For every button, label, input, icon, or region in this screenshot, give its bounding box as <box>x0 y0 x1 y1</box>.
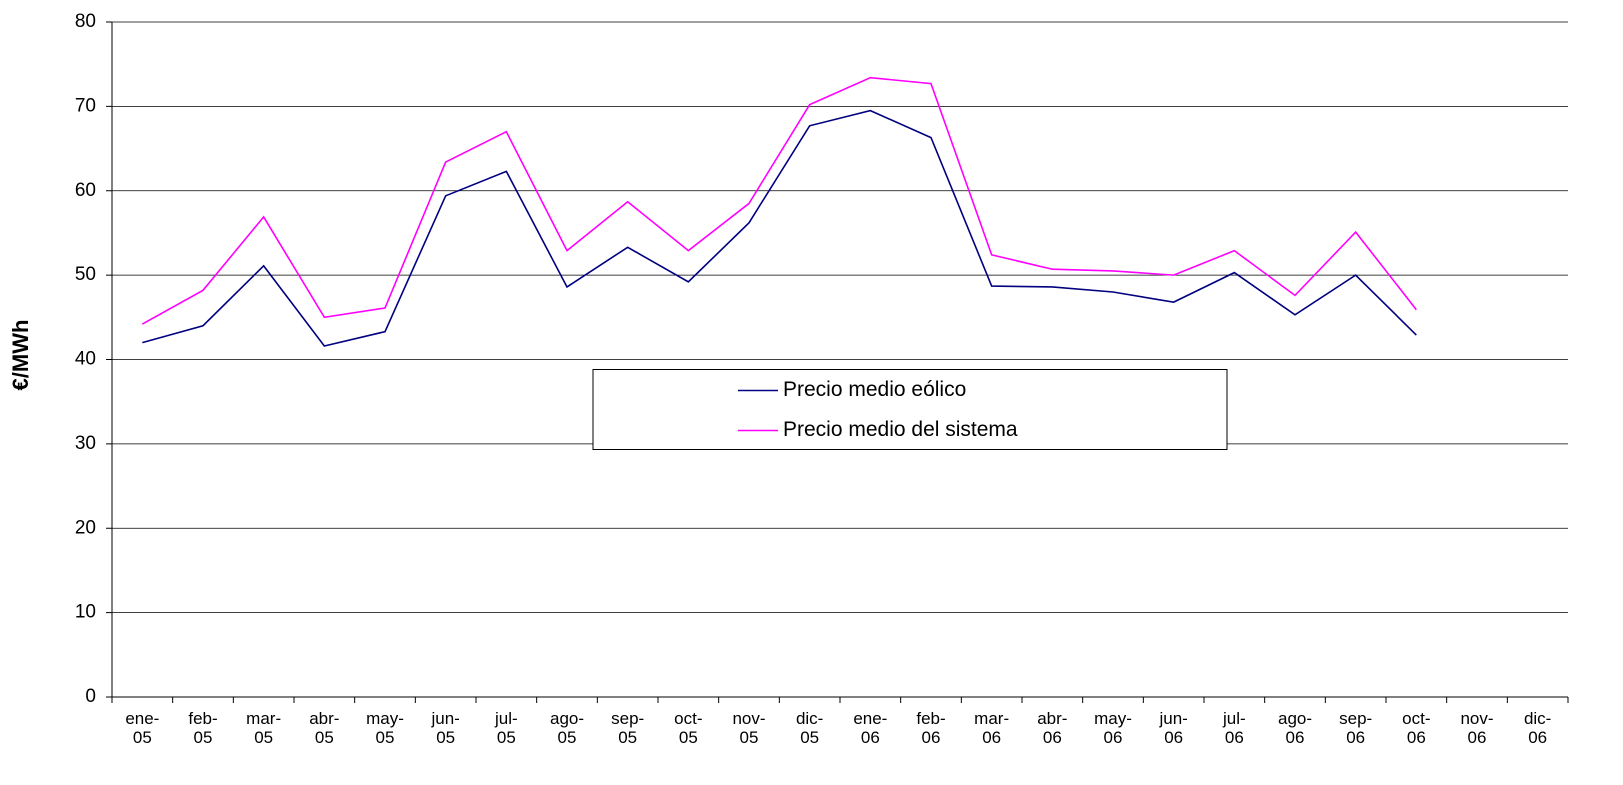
x-tick-label: abr-05 <box>309 709 340 747</box>
x-tick-label: nov-06 <box>1460 709 1494 747</box>
x-tick-label: jul-06 <box>1222 709 1246 747</box>
x-tick-label: ago-05 <box>549 709 585 747</box>
series-line <box>142 109 1417 347</box>
legend-label: Precio medio eólico <box>783 378 966 401</box>
y-tick-label: 20 <box>75 517 96 538</box>
y-tick-label: 80 <box>75 11 96 32</box>
y-axis-label: €/MWh <box>8 320 33 391</box>
x-tick-label: may-06 <box>1094 709 1132 747</box>
x-tick-label: jun-06 <box>1159 709 1188 747</box>
y-tick-label: 50 <box>75 264 96 285</box>
x-tick-label: dic-05 <box>795 709 824 747</box>
x-tick-label: oct-05 <box>674 709 703 747</box>
y-tick-label: 30 <box>75 433 96 454</box>
x-tick-label: feb-05 <box>188 709 218 747</box>
y-tick-label: 0 <box>85 686 96 707</box>
x-tick-label: jul-05 <box>494 709 518 747</box>
x-tick-label: oct-06 <box>1402 709 1431 747</box>
y-tick-label: 60 <box>75 180 96 201</box>
x-tick-label: ago-06 <box>1277 709 1313 747</box>
x-tick-label: ene-05 <box>125 709 160 747</box>
x-tick-label: mar-06 <box>974 709 1010 747</box>
legend-label: Precio medio del sistema <box>783 418 1018 441</box>
x-tick-label: mar-05 <box>246 709 282 747</box>
x-tick-label: abr-06 <box>1037 709 1068 747</box>
y-tick-label: 10 <box>75 602 96 623</box>
legend-box <box>592 369 1228 450</box>
x-tick-label: ene-06 <box>853 709 888 747</box>
y-tick-label: 40 <box>75 349 96 370</box>
y-tick-label: 70 <box>75 95 96 116</box>
x-tick-label: jun-05 <box>431 709 460 747</box>
x-tick-label: nov-05 <box>732 709 766 747</box>
x-tick-label: sep-05 <box>611 709 645 747</box>
series-line <box>141 76 1417 325</box>
x-tick-label: may-05 <box>366 709 404 747</box>
x-tick-label: sep-06 <box>1339 709 1373 747</box>
x-tick-label: dic-06 <box>1523 709 1552 747</box>
x-tick-label: feb-06 <box>916 709 946 747</box>
